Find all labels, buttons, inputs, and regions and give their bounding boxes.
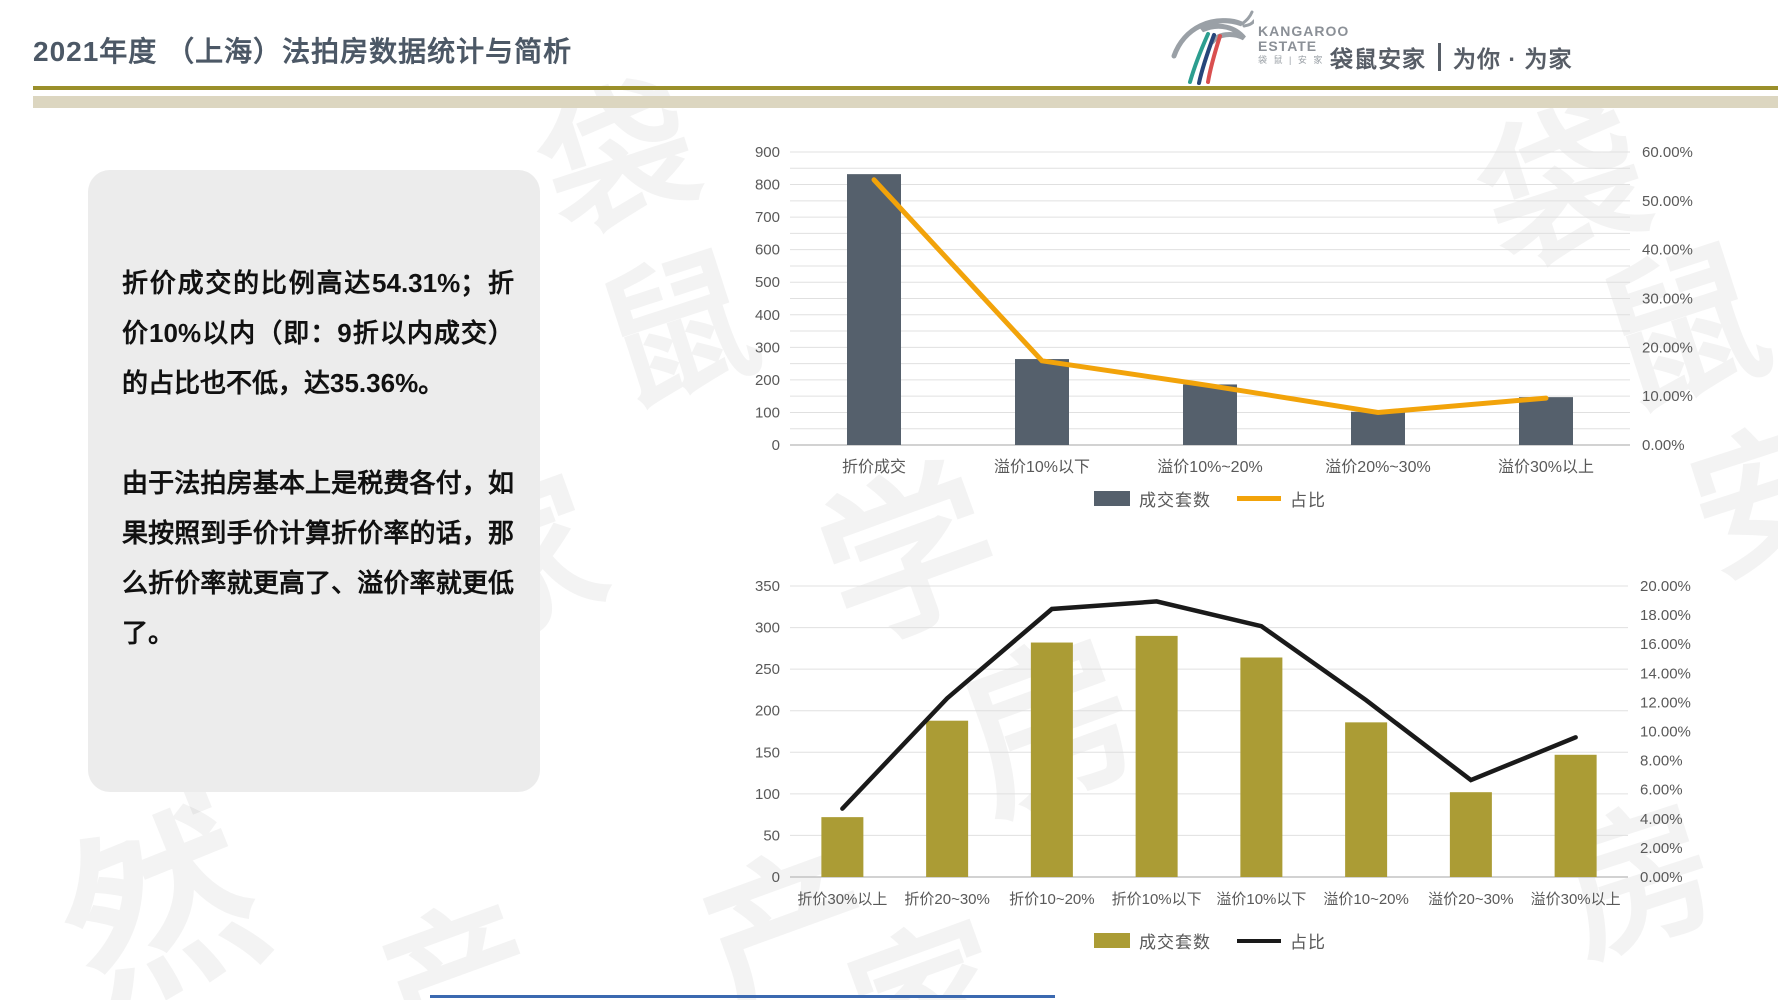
kangaroo-logo-icon xyxy=(1171,10,1254,85)
percent-axis-tick-label: 2.00% xyxy=(1640,840,1683,857)
logo-text: KANGAROO ESTATE 袋 鼠 | 安 家 xyxy=(1258,24,1349,66)
percent-axis-tick-label: 30.00% xyxy=(1642,291,1693,308)
percent-axis-tick-label: 40.00% xyxy=(1642,242,1693,259)
header-rule-band xyxy=(33,96,1778,108)
note-panel: 折价成交的比例高达54.31%；折价10%以内（即：9折以内成交）的占比也不低，… xyxy=(88,170,540,792)
percent-axis-tick-label: 10.00% xyxy=(1640,724,1691,741)
page-title: 2021年度 （上海）法拍房数据统计与简析 xyxy=(33,36,573,67)
brand-slogan: 为你 · 为家 xyxy=(1453,46,1573,72)
x-axis-label: 溢价10%以下 xyxy=(1216,891,1306,908)
x-axis-label: 溢价20%~30% xyxy=(1325,458,1430,476)
chart-price-distribution: 0 50 100 150 200 250 300 350 0.00% 2.00% 4.00% 6.00… xyxy=(755,578,1691,908)
y-axis-tick-label: 200 xyxy=(755,372,780,389)
percent-axis-tick-label: 14.00% xyxy=(1640,665,1691,682)
y-axis-tick-label: 700 xyxy=(755,209,780,226)
y-axis-tick-label: 50 xyxy=(763,827,780,844)
percent-axis-tick-label: 12.00% xyxy=(1640,694,1691,711)
bar xyxy=(926,720,969,877)
legend-line-label: 占比 xyxy=(1290,491,1326,510)
y-axis-tick-label: 400 xyxy=(755,307,780,324)
watermark-glyph: 产 xyxy=(347,841,562,1000)
x-axis-label: 溢价10~20% xyxy=(1323,891,1408,908)
x-axis-label: 折价成交 xyxy=(842,458,906,476)
bottom-accent-line xyxy=(430,995,1055,998)
y-axis-tick-label: 200 xyxy=(755,703,780,720)
y-axis-tick-label: 150 xyxy=(755,744,780,761)
logo-en-line2: ESTATE xyxy=(1258,37,1318,54)
legend-bar-swatch xyxy=(1094,933,1130,948)
note-text: 折价成交的比例高达54.31%；折价10%以内（即：9折以内成交）的占比也不低，… xyxy=(122,258,514,708)
header-rule-olive xyxy=(33,86,1778,90)
x-axis-label: 溢价10%~20% xyxy=(1157,458,1262,476)
y-axis-tick-label: 100 xyxy=(755,404,780,421)
bar xyxy=(1183,384,1237,445)
note-paragraph-2: 由于法拍房基本上是税费各付，如果按照到手价计算折价率的话，那么折价率就更高了、溢… xyxy=(122,468,514,648)
percent-axis-tick-label: 20.00% xyxy=(1642,339,1693,356)
y-axis-tick-label: 800 xyxy=(755,177,780,194)
logo-cn-small: 袋 鼠 | 安 家 xyxy=(1258,55,1325,66)
percent-axis-tick-label: 18.00% xyxy=(1640,607,1691,624)
company-logo: KANGAROO ESTATE 袋 鼠 | 安 家 xyxy=(1168,4,1349,86)
percent-axis-tick-label: 6.00% xyxy=(1640,782,1683,799)
percent-axis-tick-label: 8.00% xyxy=(1640,753,1683,770)
brand-name: 袋鼠安家 xyxy=(1330,46,1426,72)
bar xyxy=(1240,657,1283,877)
bar xyxy=(821,817,864,877)
brand-tagline: 袋鼠安家 为你 · 为家 xyxy=(1330,40,1572,74)
legend-top: 成交套数 占比 xyxy=(1030,486,1390,511)
bar xyxy=(1030,642,1073,877)
note-paragraph-1: 折价成交的比例高达54.31%；折价10%以内（即：9折以内成交）的占比也不低，… xyxy=(122,268,514,398)
bar xyxy=(1345,722,1388,877)
percent-axis-tick-label: 10.00% xyxy=(1642,388,1693,405)
legend-line-label: 占比 xyxy=(1290,933,1326,952)
trend-line xyxy=(840,599,1578,811)
y-axis-tick-label: 250 xyxy=(755,661,780,678)
legend-bar-label: 成交套数 xyxy=(1139,933,1211,952)
x-axis-label: 折价10%以下 xyxy=(1112,891,1202,908)
y-axis-tick-label: 0 xyxy=(772,869,780,886)
y-axis-tick-label: 100 xyxy=(755,786,780,803)
y-axis-tick-label: 300 xyxy=(755,620,780,637)
percent-axis-tick-label: 50.00% xyxy=(1642,193,1693,210)
legend-bar-swatch xyxy=(1094,491,1130,506)
logo-en-line1: KANGAROO xyxy=(1258,23,1350,40)
legend-bottom: 成交套数 占比 xyxy=(1030,928,1390,953)
brand-divider xyxy=(1438,43,1441,71)
y-axis-tick-label: 350 xyxy=(755,578,780,595)
trend-line xyxy=(871,177,1549,415)
bar xyxy=(1135,635,1178,877)
bar xyxy=(1015,359,1069,445)
x-axis-label: 溢价30%以上 xyxy=(1531,891,1621,908)
bar xyxy=(1519,397,1573,445)
y-axis-tick-label: 0 xyxy=(772,437,780,454)
percent-axis-tick-label: 16.00% xyxy=(1640,636,1691,653)
percent-axis-tick-label: 60.00% xyxy=(1642,144,1693,161)
bar xyxy=(847,174,901,445)
y-axis-tick-label: 300 xyxy=(755,339,780,356)
y-axis-tick-label: 500 xyxy=(755,274,780,291)
percent-axis-tick-label: 0.00% xyxy=(1642,437,1685,454)
legend-bar-label: 成交套数 xyxy=(1139,491,1211,510)
percent-axis-tick-label: 20.00% xyxy=(1640,578,1691,595)
x-axis-label: 折价20~30% xyxy=(904,891,989,908)
x-axis-label: 溢价10%以下 xyxy=(994,458,1090,476)
percent-axis-tick-label: 4.00% xyxy=(1640,811,1683,828)
y-axis-tick-label: 900 xyxy=(755,144,780,161)
legend-line-swatch xyxy=(1237,938,1281,943)
x-axis-label: 折价30%以上 xyxy=(797,891,887,908)
x-axis-label: 溢价30%以上 xyxy=(1498,458,1594,476)
bar xyxy=(1449,792,1492,877)
chart-discount-vs-premium: 0 100 200 300 400 500 600 700 800 900 0.00% 10.00% 2… xyxy=(755,144,1693,476)
x-axis-label: 折价10~20% xyxy=(1009,891,1094,908)
bar xyxy=(1554,754,1597,877)
y-axis-tick-label: 600 xyxy=(755,242,780,259)
x-axis-label: 溢价20~30% xyxy=(1428,891,1513,908)
percent-axis-tick-label: 0.00% xyxy=(1640,869,1683,886)
legend-line-swatch xyxy=(1237,496,1281,501)
bar xyxy=(1351,411,1405,445)
